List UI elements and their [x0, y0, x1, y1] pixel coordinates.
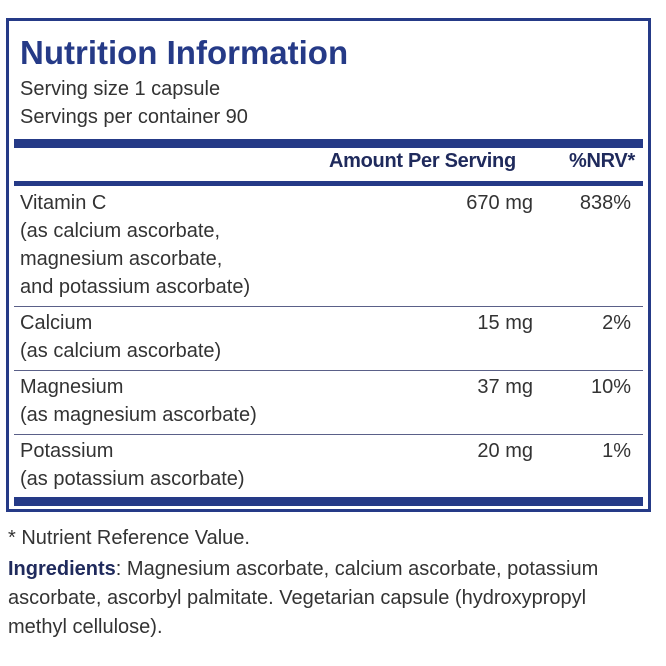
nutrient-amount: 670 mg	[466, 192, 533, 214]
ingredients: Ingredients: Magnesium ascorbate, calciu…	[8, 555, 648, 642]
serving-size: Serving size 1 capsule	[20, 78, 221, 100]
table-row: Vitamin C (as calcium ascorbate, magnesi…	[14, 189, 643, 301]
table-row: Magnesium (as magnesium ascorbate) 37 mg…	[14, 373, 643, 429]
row-divider	[14, 306, 643, 307]
nutrient-name: Calcium (as calcium ascorbate)	[20, 309, 221, 365]
nutrient-name: Potassium (as potassium ascorbate)	[20, 437, 245, 493]
nutrient-nrv: 1%	[602, 440, 631, 462]
header-nrv: %NRV*	[569, 150, 635, 172]
nutrient-nrv: 2%	[602, 312, 631, 334]
servings-per-container: Servings per container 90	[20, 106, 248, 128]
row-divider	[14, 434, 643, 435]
table-row: Potassium (as potassium ascorbate) 20 mg…	[14, 437, 643, 493]
nutrition-panel: Nutrition Information Serving size 1 cap…	[6, 18, 651, 512]
nutrient-amount: 20 mg	[477, 440, 533, 462]
nutrient-label: Calcium	[20, 312, 93, 334]
nutrient-name: Magnesium (as magnesium ascorbate)	[20, 373, 257, 429]
nutrient-nrv: 10%	[590, 376, 631, 398]
footnote: * Nutrient Reference Value.	[8, 527, 250, 549]
ingredients-label: Ingredients	[8, 558, 116, 580]
nutrient-source: (as magnesium ascorbate)	[20, 404, 257, 426]
divider-thick-bottom	[14, 497, 643, 506]
nutrient-source: (as calcium ascorbate, magnesium ascorba…	[20, 220, 251, 298]
nutrient-label: Vitamin C	[20, 192, 107, 214]
nutrient-label: Potassium	[20, 440, 114, 462]
ingredients-text: : Magnesium ascorbate, calcium ascorbate…	[8, 558, 599, 638]
nutrient-name: Vitamin C (as calcium ascorbate, magnesi…	[20, 189, 250, 301]
nutrient-amount: 37 mg	[477, 376, 533, 398]
panel-title: Nutrition Information	[20, 34, 349, 71]
nutrient-source: (as calcium ascorbate)	[20, 340, 222, 362]
divider-header	[14, 181, 643, 186]
header-amount-per-serving: Amount Per Serving	[329, 150, 516, 172]
divider-thick-top	[14, 139, 643, 148]
row-divider	[14, 370, 643, 371]
nutrient-amount: 15 mg	[477, 312, 533, 334]
table-row: Calcium (as calcium ascorbate) 15 mg 2%	[14, 309, 643, 365]
nutrient-source: (as potassium ascorbate)	[20, 468, 245, 490]
nutrient-nrv: 838%	[579, 192, 631, 214]
nutrient-label: Magnesium	[20, 376, 124, 398]
